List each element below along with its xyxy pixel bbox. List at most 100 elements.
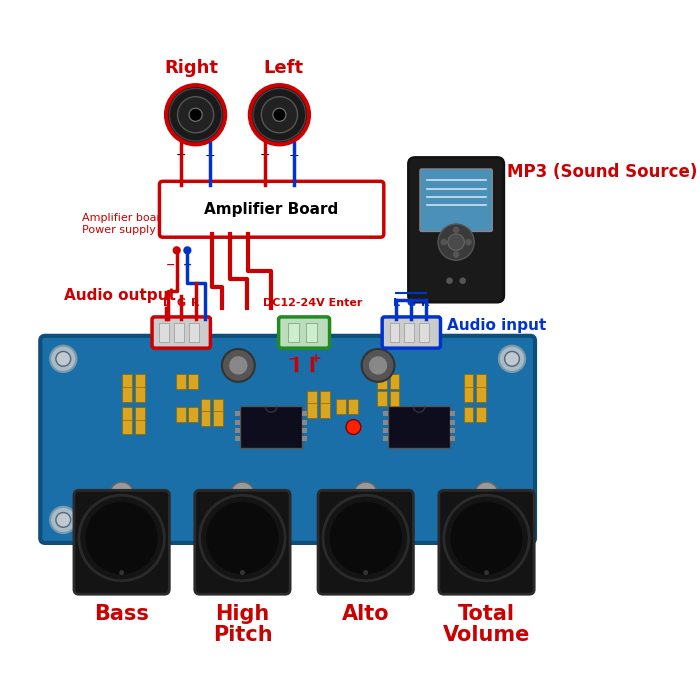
- Bar: [476, 374, 486, 389]
- Circle shape: [466, 239, 472, 246]
- Bar: [135, 374, 145, 389]
- Bar: [302, 419, 307, 425]
- Circle shape: [228, 356, 248, 375]
- Bar: [135, 407, 145, 422]
- FancyBboxPatch shape: [195, 490, 290, 594]
- Bar: [349, 399, 358, 414]
- Circle shape: [450, 502, 523, 574]
- Circle shape: [453, 227, 459, 233]
- Circle shape: [189, 108, 202, 121]
- Text: Total
Volume: Total Volume: [443, 603, 530, 645]
- FancyBboxPatch shape: [382, 317, 440, 348]
- Bar: [377, 374, 387, 389]
- Circle shape: [261, 97, 298, 133]
- Circle shape: [444, 496, 529, 581]
- Bar: [235, 412, 240, 416]
- Bar: [383, 412, 388, 416]
- Circle shape: [440, 239, 447, 246]
- Bar: [336, 399, 346, 414]
- Circle shape: [199, 496, 285, 581]
- Bar: [200, 412, 211, 426]
- Circle shape: [475, 482, 498, 505]
- Bar: [235, 436, 240, 441]
- Bar: [307, 403, 317, 418]
- Circle shape: [368, 356, 388, 375]
- Bar: [320, 403, 330, 418]
- Circle shape: [484, 570, 489, 575]
- Bar: [463, 374, 473, 389]
- Circle shape: [222, 349, 255, 382]
- Circle shape: [346, 419, 360, 435]
- Text: +: +: [205, 149, 216, 162]
- Circle shape: [250, 85, 309, 144]
- Circle shape: [505, 351, 519, 366]
- Bar: [307, 391, 317, 406]
- Bar: [122, 374, 132, 389]
- Bar: [200, 399, 211, 414]
- Bar: [450, 419, 455, 425]
- Bar: [383, 436, 388, 441]
- Text: R: R: [421, 298, 430, 308]
- Circle shape: [231, 482, 254, 505]
- Text: Left: Left: [263, 59, 304, 77]
- Bar: [235, 428, 240, 433]
- FancyBboxPatch shape: [420, 169, 492, 232]
- FancyBboxPatch shape: [160, 181, 384, 237]
- FancyBboxPatch shape: [41, 336, 535, 543]
- Bar: [476, 407, 486, 422]
- FancyBboxPatch shape: [152, 317, 211, 348]
- Bar: [383, 419, 388, 425]
- FancyBboxPatch shape: [96, 498, 147, 545]
- Bar: [235, 419, 240, 425]
- Bar: [390, 391, 400, 406]
- Bar: [135, 419, 145, 435]
- Bar: [122, 387, 132, 402]
- Circle shape: [56, 351, 71, 366]
- Text: −: −: [260, 149, 270, 162]
- Bar: [450, 436, 455, 441]
- Circle shape: [166, 85, 225, 144]
- Circle shape: [499, 346, 525, 372]
- Bar: [135, 387, 145, 402]
- FancyBboxPatch shape: [439, 490, 534, 594]
- Bar: [390, 374, 400, 389]
- Bar: [189, 323, 199, 342]
- Bar: [188, 407, 198, 422]
- Text: −: −: [176, 149, 186, 162]
- Circle shape: [56, 512, 71, 527]
- Text: High
Pitch: High Pitch: [213, 603, 272, 645]
- Circle shape: [183, 246, 192, 255]
- Circle shape: [354, 482, 377, 505]
- Text: Amplifier board
Power supply: Amplifier board Power supply: [82, 214, 168, 235]
- Text: DC12-24V Enter: DC12-24V Enter: [262, 298, 362, 308]
- FancyBboxPatch shape: [388, 407, 450, 447]
- Text: −: −: [165, 260, 175, 270]
- Text: Audio input: Audio input: [447, 318, 546, 333]
- Bar: [463, 407, 473, 422]
- Bar: [302, 412, 307, 416]
- FancyBboxPatch shape: [340, 498, 391, 545]
- Circle shape: [50, 346, 76, 372]
- Text: −: −: [287, 352, 298, 365]
- Circle shape: [178, 97, 214, 133]
- Bar: [213, 412, 223, 426]
- Bar: [320, 391, 330, 406]
- Text: L: L: [162, 298, 169, 308]
- Text: G: G: [407, 298, 416, 308]
- Circle shape: [505, 512, 519, 527]
- FancyBboxPatch shape: [240, 407, 302, 447]
- Text: R: R: [191, 298, 200, 308]
- FancyBboxPatch shape: [461, 498, 512, 545]
- Circle shape: [459, 277, 466, 284]
- Circle shape: [499, 507, 525, 533]
- FancyBboxPatch shape: [217, 498, 268, 545]
- Bar: [390, 323, 400, 342]
- Bar: [122, 419, 132, 435]
- FancyBboxPatch shape: [74, 490, 169, 594]
- Circle shape: [323, 496, 409, 581]
- Text: L: L: [393, 298, 400, 308]
- Circle shape: [273, 108, 286, 121]
- Bar: [476, 387, 486, 402]
- Circle shape: [119, 570, 124, 575]
- Circle shape: [173, 246, 181, 255]
